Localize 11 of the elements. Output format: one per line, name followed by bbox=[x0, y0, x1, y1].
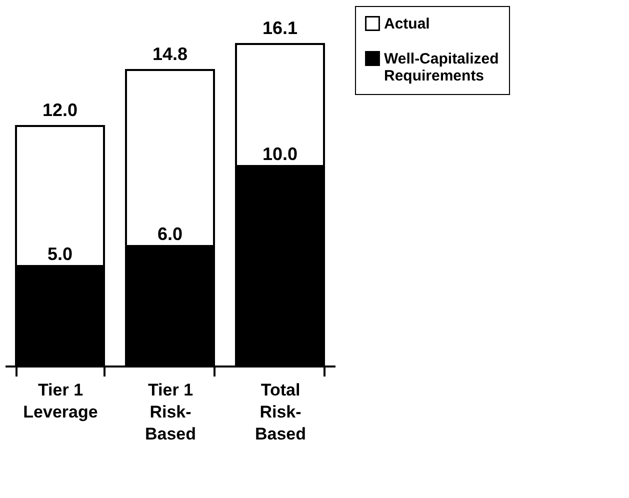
data-label: 6.0 bbox=[157, 224, 183, 244]
x-tick-label: Tier 1 Leverage bbox=[23, 380, 98, 422]
total-label: 16.1 bbox=[262, 18, 298, 38]
data-label: 10.0 bbox=[262, 144, 298, 164]
legend-label: Well-Capitalized Requirements bbox=[384, 50, 499, 84]
x-tick-label: Total Risk- Based bbox=[254, 380, 306, 444]
x-tick-label: Tier 1 Risk- Based bbox=[144, 380, 196, 444]
legend-label: Actual bbox=[384, 16, 430, 32]
total-label: 12.0 bbox=[42, 100, 78, 120]
total-label: 14.8 bbox=[152, 44, 188, 64]
data-label: 5.0 bbox=[47, 244, 73, 264]
